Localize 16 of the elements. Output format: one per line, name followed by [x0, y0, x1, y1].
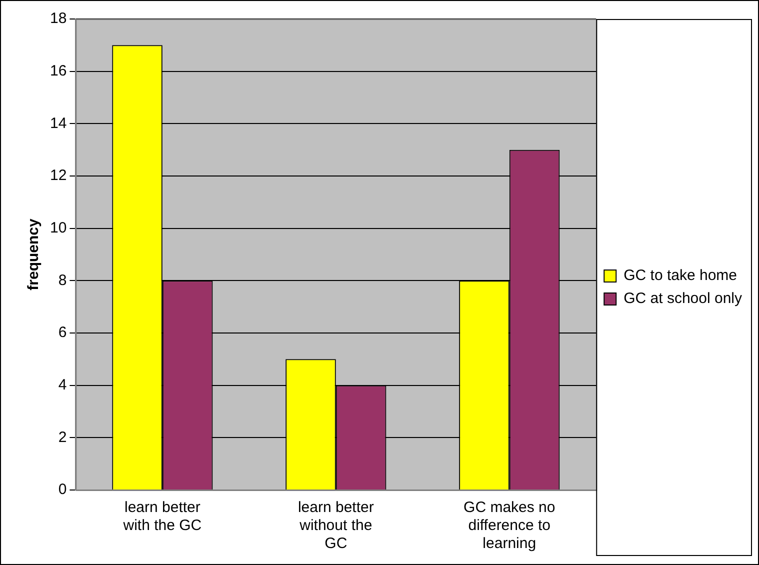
legend-label: GC at school only	[624, 290, 742, 308]
y-tick-label: 10	[50, 219, 67, 236]
x-tick-label: learn better without the GC	[298, 499, 374, 552]
y-tick-label: 8	[58, 272, 67, 289]
y-tick-label: 2	[58, 428, 67, 446]
x-tick-label: GC makes no difference to learning	[464, 499, 556, 552]
legend-label: GC to take home	[624, 267, 737, 284]
y-tick-label: 18	[50, 10, 67, 28]
y-axis-title: frequency	[25, 218, 42, 290]
y-tick-label: 14	[50, 114, 67, 132]
y-tick-label: 0	[58, 481, 67, 498]
y-tick-label: 6	[58, 324, 67, 342]
y-tick-label: 16	[50, 62, 67, 80]
y-tick-label: 12	[50, 167, 67, 184]
x-tick-label: learn better with the GC	[122, 499, 202, 534]
y-tick-label: 4	[58, 376, 67, 394]
